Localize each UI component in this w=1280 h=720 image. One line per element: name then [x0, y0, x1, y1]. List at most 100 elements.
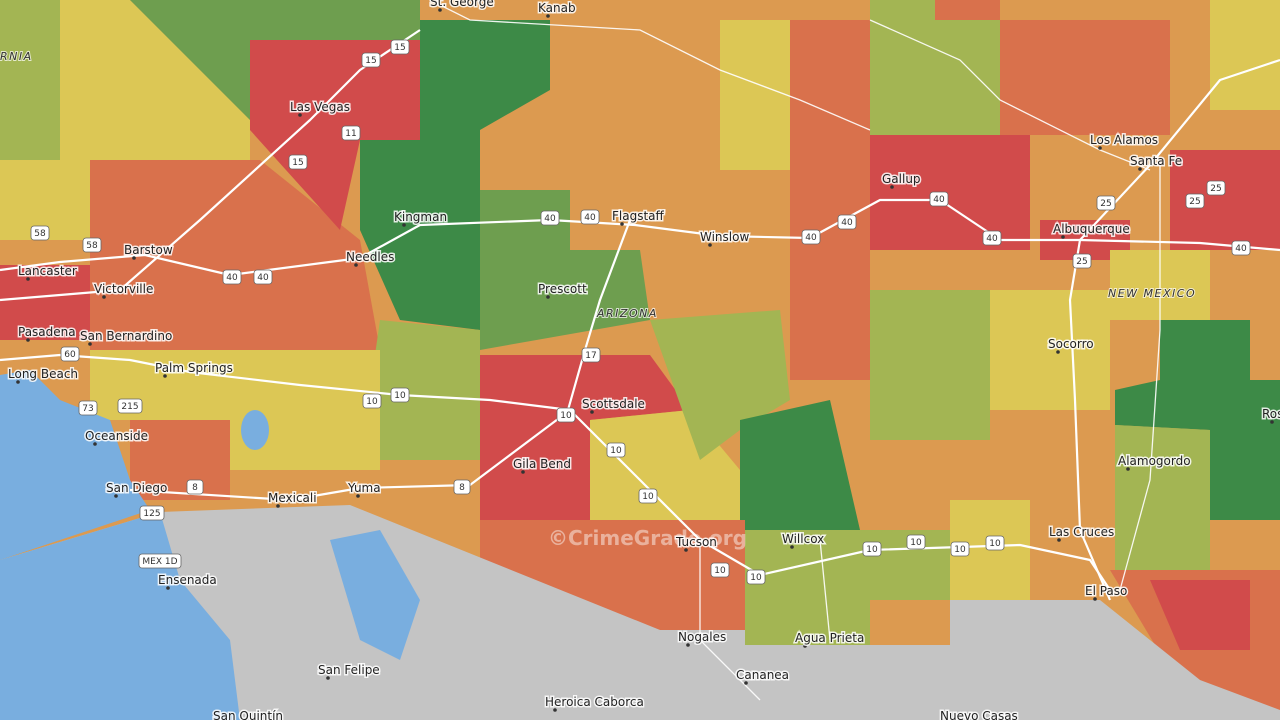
place-dot [546, 14, 550, 18]
highway-shield [906, 534, 926, 550]
shield-label: 73 [82, 404, 93, 414]
place-label: Winslow [700, 230, 749, 244]
place-label: Alamogordo [1118, 454, 1191, 468]
state-label: NEW MEXICO [1108, 287, 1196, 300]
place-dot [114, 494, 118, 498]
place-label: Pasadena [18, 325, 76, 339]
place-label: Nogales [678, 630, 726, 644]
place-label: Willcox [782, 532, 824, 546]
watermark: ©CrimeGrade.org [548, 526, 747, 550]
place-dot [1056, 350, 1060, 354]
shield-label: 40 [986, 234, 998, 244]
place-label: Agua Prieta [795, 631, 864, 645]
shield-label: 40 [257, 273, 269, 283]
highway-shield [1072, 253, 1092, 269]
highway-shield [362, 393, 382, 409]
place-label: Las Cruces [1049, 525, 1114, 539]
place-dot [438, 8, 442, 12]
place-label: Santa Fe [1130, 154, 1182, 168]
place-label: San Felipe [318, 663, 380, 677]
highway-shield [1231, 240, 1251, 256]
highway-shield [801, 229, 821, 245]
place-dot [790, 545, 794, 549]
highway-shield [288, 154, 308, 170]
place-label: Cananea [736, 668, 789, 682]
mexico [0, 505, 1280, 720]
highway-shield [985, 535, 1005, 551]
place-dot [684, 548, 688, 552]
highway-shield [581, 347, 601, 363]
place-dot [402, 223, 406, 227]
highway-shield [361, 52, 381, 68]
highway-shield [390, 387, 410, 403]
highway-shield [580, 209, 600, 225]
place-dot [708, 243, 712, 247]
place-label: Ensenada [158, 573, 217, 587]
shield-label: 40 [933, 195, 945, 205]
highway-shield [746, 569, 766, 585]
shield-label: 8 [459, 483, 465, 493]
place-label: Lancaster [18, 264, 77, 278]
place-label: Heroica Caborca [545, 695, 644, 709]
shield-label: 40 [841, 218, 853, 228]
place-dot [276, 504, 280, 508]
place-dot [356, 494, 360, 498]
place-label: Mexicali [268, 491, 317, 505]
place-dot [1126, 467, 1130, 471]
place-dot [744, 681, 748, 685]
shield-label: 10 [610, 446, 622, 456]
shield-label: 58 [34, 229, 46, 239]
highway-shield [341, 125, 361, 141]
place-label: Gallup [882, 172, 921, 186]
shield-label: 10 [394, 391, 406, 401]
place-dot [553, 708, 557, 712]
highway-shield [78, 400, 98, 416]
shield-label: 58 [86, 241, 98, 251]
shield-label: 10 [866, 545, 878, 555]
highway-shield [1096, 195, 1116, 211]
water [0, 370, 420, 720]
highway-shield [837, 214, 857, 230]
shield-label: 40 [544, 214, 556, 224]
highway-shield [982, 230, 1002, 246]
place-dot [26, 338, 30, 342]
place-dot [546, 295, 550, 299]
highway-shield [453, 479, 471, 495]
place-label: Tucson [675, 535, 717, 549]
place-label: Los Alamos [1090, 133, 1158, 147]
place-dot [686, 643, 690, 647]
place-label: Victorville [94, 282, 153, 296]
highway-shield [710, 562, 730, 578]
place-dot [166, 586, 170, 590]
place-dot [1061, 235, 1065, 239]
place-dot [132, 256, 136, 260]
highway-shield [30, 225, 50, 241]
highway-shield [186, 479, 204, 495]
shield-label: 25 [1076, 257, 1087, 267]
place-label: Gila Bend [513, 457, 571, 471]
shield-label: 10 [560, 411, 572, 421]
shield-label: 8 [192, 483, 198, 493]
place-dot [1057, 538, 1061, 542]
shield-label: 125 [143, 509, 160, 519]
shield-label: 215 [121, 402, 138, 412]
place-label: Kanab [538, 1, 576, 15]
shield-label: 17 [585, 351, 596, 361]
shield-label: 15 [292, 158, 303, 168]
shield-label: 25 [1210, 184, 1221, 194]
place-label: Prescott [538, 282, 587, 296]
place-dot [88, 342, 92, 346]
highway-shield [117, 398, 143, 414]
place-label: Needles [346, 250, 394, 264]
highway-shield [138, 553, 182, 569]
highway-shield [1206, 180, 1226, 196]
place-label: Las Vegas [290, 100, 350, 114]
shield-label: 15 [365, 56, 376, 66]
place-label: Kingman [394, 210, 447, 224]
state-label: ARIZONA [596, 307, 658, 320]
shield-label: MEX 1D [142, 557, 177, 567]
place-label: Flagstaff [612, 209, 665, 223]
place-label: San Diego [106, 481, 167, 495]
shield-label: 40 [584, 213, 596, 223]
